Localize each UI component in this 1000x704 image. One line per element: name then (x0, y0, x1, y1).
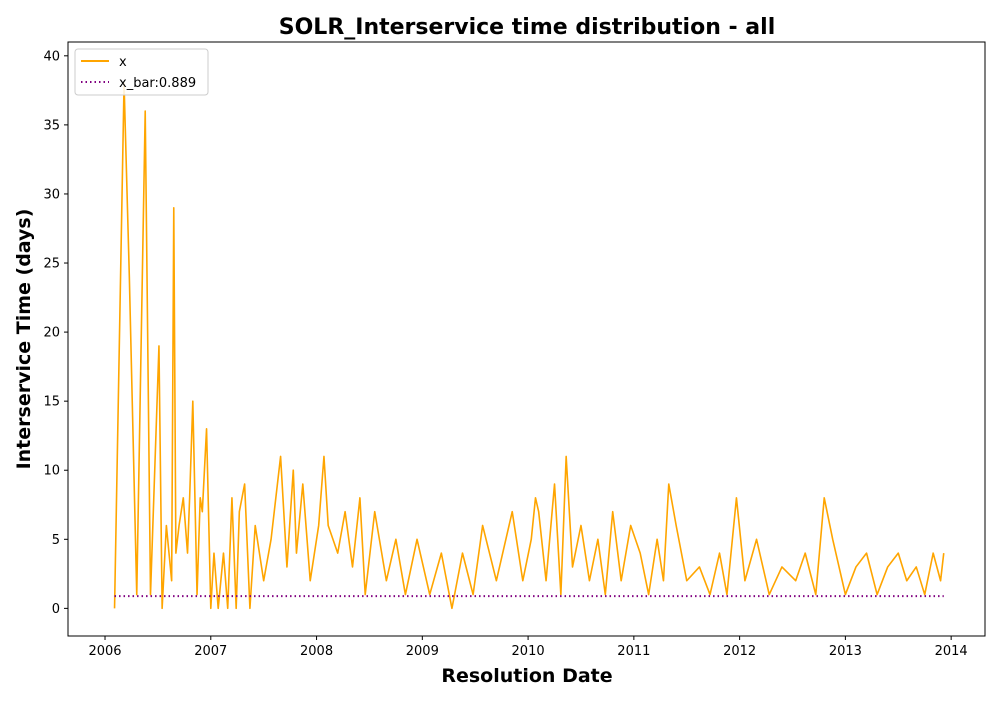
x-tick-label: 2009 (406, 644, 439, 659)
y-tick-label: 40 (43, 49, 60, 64)
x-tick-label: 2008 (300, 644, 333, 659)
y-tick-label: 20 (43, 326, 60, 341)
y-tick-label: 30 (43, 187, 60, 202)
series-line-x (113, 82, 945, 610)
legend-label-x-bar: x_bar:0.889 (119, 76, 196, 91)
x-tick-label: 2007 (194, 644, 227, 659)
y-tick-label: 10 (43, 464, 60, 479)
y-axis-label: Interservice Time (days) (13, 209, 35, 470)
legend: x x_bar:0.889 (74, 48, 209, 96)
x-tick-label: 2010 (512, 644, 545, 659)
y-tick-label: 25 (43, 257, 60, 272)
x-axis: 2006 2007 2008 2009 2010 2011 2012 2013 2014 (88, 636, 968, 659)
x-tick-label: 2014 (935, 644, 968, 659)
legend-label-x: x (119, 55, 127, 70)
y-axis: 0 5 10 15 20 25 30 35 40 (43, 49, 68, 617)
y-tick-label: 35 (43, 118, 60, 133)
x-tick-label: 2011 (617, 644, 650, 659)
y-tick-label: 15 (43, 395, 60, 410)
chart-title: SOLR_Interservice time distribution - al… (279, 15, 775, 40)
plot-content (113, 82, 945, 610)
y-tick-label: 5 (52, 533, 60, 548)
plot-frame (67, 41, 986, 637)
y-tick-label: 0 (52, 602, 60, 617)
x-axis-label: Resolution Date (441, 665, 612, 687)
x-tick-label: 2006 (88, 644, 121, 659)
x-tick-label: 2012 (723, 644, 756, 659)
x-tick-label: 2013 (829, 644, 862, 659)
